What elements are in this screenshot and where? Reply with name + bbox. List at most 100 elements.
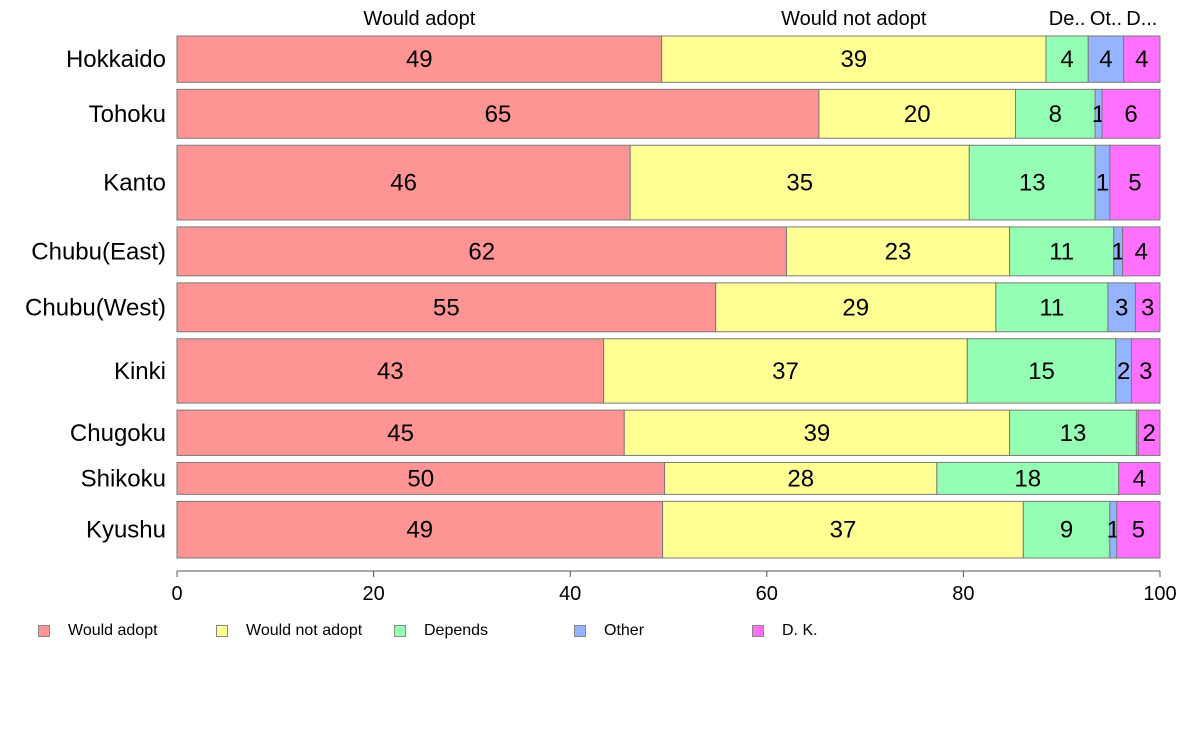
bar-segment-chugoku-depends <box>1009 409 1137 456</box>
top-label-depends: De.. <box>1049 8 1086 30</box>
data-label-kinki-would-not-adopt: 37 <box>772 358 799 385</box>
legend-item-dk: D. K. <box>752 622 818 640</box>
data-label-chugoku-depends: 13 <box>1060 420 1087 447</box>
category-label-kinki: Kinki <box>114 358 166 385</box>
bar-segment-shikoku-depends <box>936 461 1120 495</box>
bar-segment-kanto-would-not-adopt <box>629 144 970 221</box>
data-label-chubu-west-depends: 11 <box>1039 294 1064 321</box>
data-label-chubu-west-d-k: 3 <box>1141 294 1154 321</box>
data-label-chubu-west-would-adopt: 55 <box>433 294 460 321</box>
bar-segment-shikoku-would-not-adopt <box>664 461 938 495</box>
data-label-chubu-east-would-not-adopt: 23 <box>885 238 912 265</box>
category-label-chubu-west: Chubu(West) <box>25 294 166 321</box>
legend-swatch-would-not-adopt <box>216 625 228 637</box>
bar-segment-kyushu-d-k <box>1116 500 1161 559</box>
legend-label-other: Other <box>604 622 645 639</box>
x-tick-label-100: 100 <box>1143 583 1176 605</box>
legend-item-would-adopt: Would adopt <box>38 622 158 640</box>
data-label-kanto-would-adopt: 46 <box>390 170 417 197</box>
legend-label-dk: D. K. <box>782 622 818 639</box>
bar-segment-chubu-east-would-adopt <box>176 226 787 277</box>
bar-segment-hokkaido-d-k <box>1123 35 1161 83</box>
bar-segment-hokkaido-would-adopt <box>176 35 663 83</box>
bar-segment-tohoku-would-not-adopt <box>818 88 1016 139</box>
legend-label-depends: Depends <box>424 622 489 639</box>
legend-label-would-adopt: Would adopt <box>68 622 158 639</box>
legend-label-would-not-adopt: Would not adopt <box>246 622 363 639</box>
legend-item-other: Other <box>574 622 644 640</box>
data-label-tohoku-d-k: 6 <box>1124 101 1137 128</box>
category-label-shikoku: Shikoku <box>81 465 166 492</box>
data-label-chubu-east-would-adopt: 62 <box>468 238 495 265</box>
data-label-shikoku-d-k: 4 <box>1133 465 1146 492</box>
bar-segment-kanto-d-k <box>1109 144 1161 221</box>
bar-segment-tohoku-d-k <box>1101 88 1161 139</box>
x-tick-label-0: 0 <box>171 583 182 605</box>
data-label-chubu-east-depends: 11 <box>1049 238 1074 265</box>
data-label-chugoku-would-not-adopt: 39 <box>804 420 831 447</box>
bar-segment-shikoku-would-adopt <box>176 461 666 495</box>
data-label-chubu-west-would-not-adopt: 29 <box>842 294 869 321</box>
category-label-chubu-east: Chubu(East) <box>31 238 166 265</box>
data-label-shikoku-depends: 18 <box>1014 465 1041 492</box>
bar-segment-kanto-would-adopt <box>176 144 631 221</box>
data-label-hokkaido-other: 4 <box>1099 46 1112 73</box>
data-label-kyushu-would-not-adopt: 37 <box>830 517 857 544</box>
bar-segment-tohoku-depends <box>1014 88 1096 139</box>
bar-segment-chubu-west-would-not-adopt <box>715 282 997 333</box>
bar-segment-kinki-depends <box>966 338 1117 404</box>
bar-segment-kanto-depends <box>968 144 1096 221</box>
bar-segment-hokkaido-depends <box>1045 35 1089 83</box>
bar-segment-kinki-would-adopt <box>176 338 605 404</box>
bar-segment-chugoku-would-adopt <box>176 409 625 456</box>
category-label-chugoku: Chugoku <box>70 420 166 447</box>
data-label-kinki-d-k: 3 <box>1139 358 1152 385</box>
x-tick-label-80: 80 <box>952 583 974 605</box>
data-label-kanto-depends: 13 <box>1019 170 1046 197</box>
data-label-hokkaido-depends: 4 <box>1060 46 1073 73</box>
data-label-tohoku-would-adopt: 65 <box>485 101 512 128</box>
x-tick-label-60: 60 <box>756 583 778 605</box>
legend-swatch-dk <box>752 625 764 637</box>
data-label-chubu-west-other: 3 <box>1115 294 1128 321</box>
top-label-other: Ot.. <box>1090 8 1122 30</box>
chart-legend: Would adopt Would not adopt Depends Othe… <box>38 622 1138 646</box>
x-tick-label-40: 40 <box>559 583 581 605</box>
bar-segment-chugoku-would-not-adopt <box>623 409 1011 456</box>
bar-segment-kinki-would-not-adopt <box>603 338 968 404</box>
data-label-chugoku-would-adopt: 45 <box>387 420 414 447</box>
bar-segment-chubu-west-d-k <box>1134 282 1161 333</box>
bar-segment-chubu-east-d-k <box>1122 226 1161 277</box>
bar-segment-chubu-east-depends <box>1009 226 1115 277</box>
bar-segment-hokkaido-would-not-adopt <box>661 35 1047 83</box>
category-label-kyushu: Kyushu <box>86 517 166 544</box>
x-tick-label-20: 20 <box>362 583 384 605</box>
bar-segment-chugoku-d-k <box>1137 409 1161 456</box>
data-label-kanto-would-not-adopt: 35 <box>786 170 813 197</box>
category-label-tohoku: Tohoku <box>89 101 166 128</box>
top-label-would-not-adopt: Would not adopt <box>781 8 927 30</box>
data-label-hokkaido-would-not-adopt: 39 <box>840 46 867 73</box>
bar-segment-kyushu-would-not-adopt <box>662 500 1024 559</box>
bar-segment-tohoku-would-adopt <box>176 88 820 139</box>
data-label-hokkaido-would-adopt: 49 <box>406 46 433 73</box>
data-label-kanto-d-k: 5 <box>1128 170 1141 197</box>
legend-swatch-other <box>574 625 586 637</box>
category-label-kanto: Kanto <box>103 170 166 197</box>
data-label-chubu-east-other: 1 <box>1112 238 1125 265</box>
data-label-kinki-other: 2 <box>1117 358 1130 385</box>
data-label-kanto-other: 1 <box>1096 170 1109 197</box>
data-label-kinki-would-adopt: 43 <box>377 358 404 385</box>
bar-segment-kinki-d-k <box>1130 338 1161 404</box>
data-label-chugoku-d-k: 2 <box>1143 420 1156 447</box>
bar-segment-chubu-west-other <box>1107 282 1136 333</box>
bar-segment-kyushu-depends <box>1022 500 1111 559</box>
data-label-shikoku-would-not-adopt: 28 <box>787 465 814 492</box>
data-label-shikoku-would-adopt: 50 <box>407 465 434 492</box>
data-label-hokkaido-d-k: 4 <box>1135 46 1148 73</box>
data-label-tohoku-depends: 8 <box>1049 101 1062 128</box>
data-label-kyushu-depends: 9 <box>1060 517 1073 544</box>
legend-item-depends: Depends <box>394 622 488 640</box>
legend-swatch-would-adopt <box>38 625 50 637</box>
